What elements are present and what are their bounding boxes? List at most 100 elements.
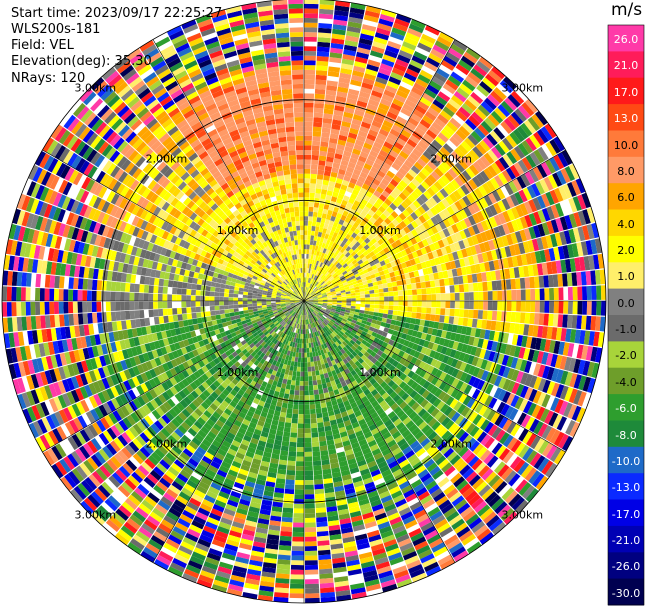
velocity-gate <box>313 112 323 118</box>
velocity-gate <box>532 166 544 181</box>
velocity-gate <box>346 26 361 34</box>
velocity-gate <box>404 197 413 206</box>
velocity-gate <box>365 253 372 260</box>
velocity-gate <box>295 352 299 358</box>
velocity-gate <box>514 145 526 159</box>
velocity-gate <box>337 251 343 257</box>
velocity-gate <box>310 254 314 260</box>
velocity-gate <box>316 417 324 423</box>
velocity-gate <box>364 287 370 292</box>
velocity-gate <box>446 205 455 216</box>
velocity-gate <box>316 283 321 288</box>
velocity-gate <box>416 158 427 168</box>
velocity-gate <box>356 100 368 108</box>
velocity-gate <box>329 176 337 183</box>
velocity-gate <box>360 210 368 217</box>
velocity-gate <box>316 65 328 71</box>
velocity-gate <box>410 229 419 237</box>
velocity-gate <box>464 75 479 88</box>
velocity-gate <box>435 95 448 106</box>
velocity-gate <box>572 286 578 300</box>
velocity-gate <box>458 158 469 170</box>
velocity-gate <box>369 304 375 309</box>
velocity-gate <box>317 261 322 267</box>
velocity-gate <box>445 51 460 63</box>
velocity-gate <box>282 512 293 518</box>
velocity-gate <box>567 301 573 315</box>
velocity-gate <box>521 157 533 171</box>
velocity-gate <box>396 154 407 164</box>
velocity-gate <box>310 356 314 362</box>
velocity-gate <box>373 312 379 317</box>
velocity-gate <box>307 263 310 269</box>
velocity-gate <box>464 137 476 149</box>
velocity-gate <box>311 366 316 372</box>
velocity-gate <box>309 289 313 294</box>
velocity-gate <box>357 237 364 245</box>
velocity-gate <box>396 280 402 286</box>
velocity-gate <box>347 21 362 29</box>
velocity-gate <box>360 234 368 241</box>
velocity-gate <box>398 192 408 201</box>
velocity-gate <box>363 244 370 251</box>
velocity-gate <box>358 271 365 276</box>
velocity-gate <box>371 120 382 129</box>
velocity-gate <box>356 51 369 60</box>
velocity-gate <box>275 573 290 579</box>
velocity-gate <box>450 203 459 214</box>
velocity-gate <box>315 265 320 271</box>
velocity-gate <box>463 206 472 217</box>
velocity-gate <box>281 521 293 528</box>
velocity-gate <box>406 239 414 248</box>
velocity-gate <box>327 245 332 251</box>
velocity-gate <box>390 191 399 199</box>
velocity-gate <box>305 268 308 273</box>
velocity-gate <box>410 277 416 284</box>
velocity-gate <box>289 365 294 371</box>
velocity-gate <box>391 162 401 171</box>
velocity-gate <box>511 289 517 301</box>
velocity-gate <box>310 413 317 419</box>
velocity-gate <box>477 124 490 137</box>
velocity-gate <box>405 68 419 78</box>
velocity-gate <box>323 238 328 244</box>
velocity-gate <box>307 235 311 240</box>
velocity-gate <box>338 168 346 176</box>
velocity-gate <box>306 272 309 278</box>
velocity-gate <box>304 517 316 523</box>
velocity-gate <box>322 411 329 418</box>
velocity-gate <box>316 174 324 180</box>
velocity-gate <box>336 197 343 204</box>
velocity-gate <box>337 264 343 270</box>
velocity-gate <box>332 253 338 259</box>
velocity-gate <box>309 289 313 294</box>
velocity-gate <box>304 140 312 146</box>
velocity-gate <box>326 151 335 158</box>
velocity-gate <box>501 169 512 183</box>
velocity-gate <box>330 42 344 50</box>
velocity-gate <box>299 385 304 391</box>
velocity-gate <box>341 179 350 187</box>
velocity-gate <box>324 286 330 291</box>
velocity-gate <box>395 215 403 224</box>
velocity-gate <box>341 58 355 66</box>
velocity-gate <box>316 292 322 296</box>
velocity-gate <box>288 370 293 376</box>
velocity-gate <box>407 169 418 178</box>
velocity-gate <box>296 461 304 467</box>
velocity-gate <box>339 72 352 80</box>
velocity-gate <box>318 251 323 257</box>
velocity-gate <box>322 208 329 215</box>
velocity-gate <box>426 294 432 301</box>
velocity-gate <box>370 297 375 301</box>
velocity-gate <box>313 250 318 256</box>
velocity-gate <box>304 164 311 169</box>
velocity-gate <box>316 236 321 242</box>
velocity-gate <box>362 217 369 224</box>
velocity-gate <box>478 301 484 310</box>
velocity-gate <box>470 92 484 104</box>
velocity-gate <box>351 244 358 251</box>
velocity-gate <box>311 432 319 438</box>
velocity-gate <box>318 155 327 162</box>
velocity-gate <box>304 46 317 52</box>
